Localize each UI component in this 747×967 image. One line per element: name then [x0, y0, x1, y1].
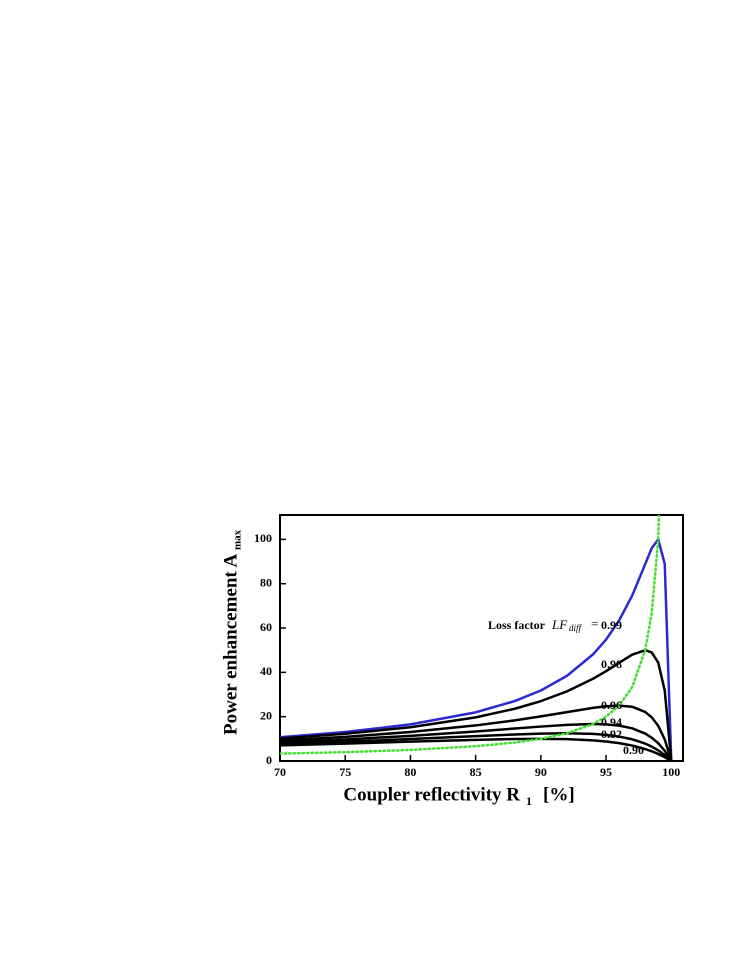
x-tick-label: 70 — [274, 765, 286, 779]
x-axis-title: Coupler reflectivity R — [343, 784, 520, 805]
y-tick-label: 60 — [260, 620, 272, 634]
curves — [280, 515, 673, 761]
x-tick-label: 100 — [662, 765, 680, 779]
curve — [280, 538, 673, 761]
x-tick-label: 75 — [339, 765, 351, 779]
x-tick-label: 95 — [600, 765, 612, 779]
curve — [280, 732, 673, 761]
y-tick-label: 80 — [260, 575, 272, 589]
curve-label: 0.92 — [601, 727, 622, 741]
annotation-sub: diff — [569, 623, 583, 633]
curve — [280, 704, 673, 761]
annotation-eq: = — [591, 616, 598, 631]
x-tick-label: 90 — [535, 765, 547, 779]
x-tick-label: 85 — [470, 765, 482, 779]
annotation-math: LF — [551, 617, 568, 632]
curve — [280, 722, 673, 761]
y-tick-label: 20 — [260, 708, 272, 722]
plot-frame — [279, 514, 684, 762]
curve-label: 0.94 — [601, 715, 622, 729]
curve — [280, 648, 673, 761]
curve — [280, 515, 661, 755]
curve-label: 0.98 — [601, 657, 622, 671]
annotation: Loss factor — [488, 618, 546, 632]
x-tick-label: 80 — [404, 765, 416, 779]
y-tick-label: 0 — [266, 753, 272, 767]
y-axis-title-sub: max — [232, 529, 244, 550]
curve-label: 0.99 — [601, 618, 622, 632]
curve-label: 0.90 — [623, 743, 644, 757]
y-tick-label: 100 — [254, 531, 272, 545]
curve — [280, 737, 672, 761]
x-axis-title-sub: 1 — [526, 794, 532, 808]
y-axis-title: Power enhancement A — [220, 554, 241, 735]
x-axis-unit: [%] — [543, 784, 575, 805]
curve-label: 0.96 — [601, 698, 622, 712]
y-tick-label: 40 — [260, 664, 272, 678]
